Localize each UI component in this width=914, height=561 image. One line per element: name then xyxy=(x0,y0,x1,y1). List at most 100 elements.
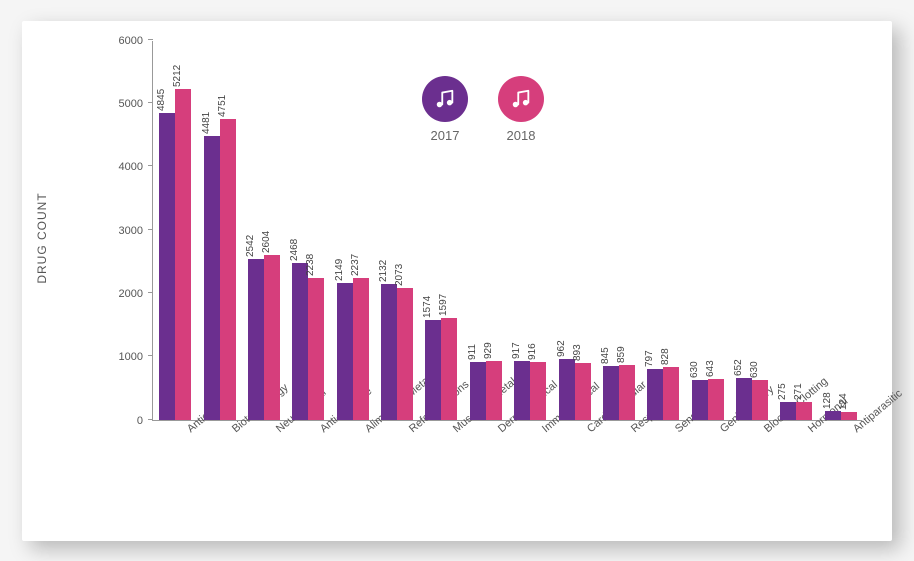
bar-series-a: 2468 xyxy=(292,263,308,419)
bar-value-label: 859 xyxy=(616,346,627,363)
bar-series-a: 797 xyxy=(647,369,663,419)
bar-series-a: 4481 xyxy=(204,136,220,420)
bar-value-label: 916 xyxy=(527,343,538,360)
bar-series-b: 4751 xyxy=(220,119,236,420)
bar-value-label: 652 xyxy=(733,360,744,377)
bar-series-b: 2237 xyxy=(353,278,369,420)
bar-group: 797828Sensory xyxy=(647,367,679,419)
bar-value-label: 828 xyxy=(660,348,671,365)
bar-value-label: 4751 xyxy=(217,94,228,116)
bar-series-b: 859 xyxy=(619,365,635,419)
y-tick-mark xyxy=(148,165,153,166)
bar-group: 652630Blood & Clotting xyxy=(736,378,768,419)
bar-value-label: 1597 xyxy=(438,294,449,316)
bar-series-a: 962 xyxy=(559,359,575,420)
bar-value-label: 2132 xyxy=(378,260,389,282)
category-label: Antiparasitic xyxy=(841,420,911,438)
bar-group: 275271Hormonal xyxy=(780,402,812,419)
bar-value-label: 630 xyxy=(749,361,760,378)
bar-series-b: 2238 xyxy=(308,278,324,420)
legend-year-label: 2017 xyxy=(431,128,460,143)
music-note-icon xyxy=(422,76,468,122)
bar-series-b: 1597 xyxy=(441,318,457,419)
legend-item: 2017 xyxy=(422,76,468,143)
bar-series-b: 828 xyxy=(663,367,679,419)
y-tick-mark xyxy=(148,39,153,40)
bar-value-label: 271 xyxy=(793,384,804,401)
bar-value-label: 2468 xyxy=(289,239,300,261)
y-axis-label: DRUG COUNT xyxy=(35,192,49,283)
bar-group: 48455212Anticancer xyxy=(159,89,191,419)
bar-value-label: 5212 xyxy=(172,65,183,87)
bar-value-label: 2604 xyxy=(261,230,272,252)
bar-series-a: 911 xyxy=(470,362,486,420)
bar-series-b: 643 xyxy=(708,379,724,420)
bar-group: 962893Cardiovascular xyxy=(559,359,591,420)
bar-value-label: 128 xyxy=(822,393,833,410)
y-tick-label: 6000 xyxy=(103,35,143,47)
y-tick-label: 0 xyxy=(103,415,143,427)
y-tick-mark xyxy=(148,419,153,420)
bar-series-a: 652 xyxy=(736,378,752,419)
bar-series-a: 2542 xyxy=(248,259,264,420)
y-tick-mark xyxy=(148,102,153,103)
bar-series-b: 2073 xyxy=(397,288,413,419)
y-tick-mark xyxy=(148,229,153,230)
bar-value-label: 2542 xyxy=(245,234,256,256)
bar-value-label: 1574 xyxy=(422,296,433,318)
bar-series-a: 4845 xyxy=(159,113,175,420)
bar-series-b: 2604 xyxy=(264,255,280,420)
y-tick-label: 5000 xyxy=(103,98,143,110)
bar-group: 15741597Musculoskeletal xyxy=(425,318,457,419)
bar-series-a: 275 xyxy=(780,402,796,419)
bar-value-label: 962 xyxy=(556,340,567,357)
bar-value-label: 630 xyxy=(689,361,700,378)
bar-value-label: 124 xyxy=(838,393,849,410)
bar-value-label: 2149 xyxy=(334,259,345,281)
bar-series-a: 128 xyxy=(825,411,841,419)
bar-group: 25422604Neurological xyxy=(248,255,280,420)
legend-item: 2018 xyxy=(498,76,544,143)
bar-group: 44814751Biotechnology xyxy=(204,119,236,420)
bar-value-label: 2073 xyxy=(394,264,405,286)
bar-value-label: 643 xyxy=(705,360,716,377)
bar-value-label: 911 xyxy=(467,344,478,360)
bar-series-b: 893 xyxy=(575,363,591,420)
music-note-icon xyxy=(498,76,544,122)
y-tick-label: 4000 xyxy=(103,161,143,173)
bar-series-b: 630 xyxy=(752,380,768,420)
bar-value-label: 797 xyxy=(644,350,655,367)
bar-series-b: 271 xyxy=(796,402,812,419)
bar-series-a: 2132 xyxy=(381,284,397,419)
bar-value-label: 2238 xyxy=(305,254,316,276)
bar-value-label: 845 xyxy=(600,347,611,364)
bar-value-label: 917 xyxy=(511,343,522,360)
bar-value-label: 929 xyxy=(483,342,494,359)
bar-series-a: 630 xyxy=(692,380,708,420)
bar-value-label: 4481 xyxy=(201,111,212,133)
bar-group: 128124Antiparasitic xyxy=(825,411,857,419)
y-tick-label: 3000 xyxy=(103,225,143,237)
bar-series-a: 2149 xyxy=(337,283,353,419)
bar-value-label: 4845 xyxy=(156,88,167,110)
bar-group: 911929Dermatological xyxy=(470,361,502,420)
y-tick-mark xyxy=(148,292,153,293)
bar-group: 21492237Alimentary/Metabolic xyxy=(337,278,369,420)
category-label: Sensory xyxy=(663,420,713,438)
bar-series-b: 124 xyxy=(841,412,857,420)
bar-value-label: 893 xyxy=(572,344,583,361)
bar-value-label: 275 xyxy=(777,383,788,400)
bar-group: 845859Respiratory xyxy=(603,365,635,419)
y-axis: 0100020003000400050006000 xyxy=(102,41,147,421)
bar-group: 630643Genitourinary xyxy=(692,379,724,420)
bar-group: 24682238Anti-Infective xyxy=(292,263,324,419)
bar-series-b: 5212 xyxy=(175,89,191,419)
chart-card: DRUG COUNT 0100020003000400050006000 484… xyxy=(22,21,892,541)
bar-group: 917916Immunological xyxy=(514,361,546,419)
bar-series-b: 929 xyxy=(486,361,502,420)
y-tick-label: 1000 xyxy=(103,351,143,363)
bar-value-label: 2237 xyxy=(350,254,361,276)
bar-series-a: 1574 xyxy=(425,320,441,420)
legend-year-label: 2018 xyxy=(507,128,536,143)
bar-series-a: 845 xyxy=(603,366,619,420)
